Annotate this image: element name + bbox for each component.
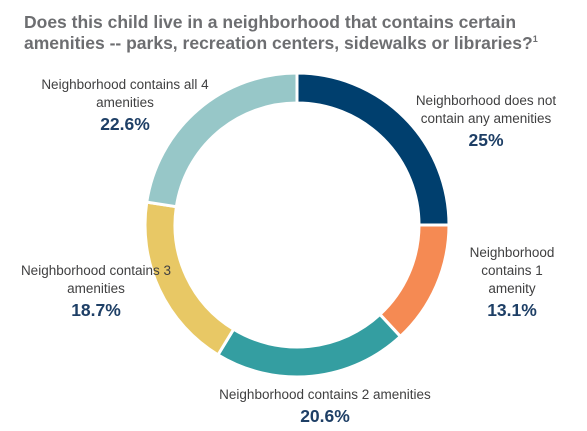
slice-label-3-amenities: Neighborhood contains 3 amenities — [20, 263, 172, 296]
slice-value-2-amenities: 20.6% — [300, 406, 350, 426]
label-4-amenities: Neighborhood contains all 4 amenities 22… — [40, 76, 210, 136]
slice-value-1-amenity: 13.1% — [487, 300, 537, 320]
label-2-amenities: Neighborhood contains 2 amenities 20.6% — [205, 386, 445, 428]
slice-label-2-amenities: Neighborhood contains 2 amenities — [219, 387, 431, 402]
slice-label-1-amenity: Neighborhood contains 1 amenity — [469, 245, 555, 296]
slice-value-no-amenities: 25% — [468, 130, 504, 150]
title-footnote: 1 — [532, 34, 538, 45]
label-1-amenity: Neighborhood contains 1 amenity 13.1% — [462, 244, 562, 322]
label-no-amenities: Neighborhood does not contain any amenit… — [400, 92, 572, 152]
slice-4-amenities — [145, 71, 299, 209]
slice-label-4-amenities: Neighborhood contains all 4 amenities — [41, 77, 209, 110]
chart-title: Does this child live in a neighborhood t… — [24, 12, 538, 53]
slice-value-3-amenities: 18.7% — [71, 300, 121, 320]
slice-2-amenities — [215, 312, 403, 379]
slice-1-amenity — [377, 223, 451, 339]
slice-value-4-amenities: 22.6% — [100, 114, 150, 134]
label-3-amenities: Neighborhood contains 3 amenities 18.7% — [20, 262, 172, 322]
slice-label-no-amenities: Neighborhood does not contain any amenit… — [415, 93, 557, 126]
